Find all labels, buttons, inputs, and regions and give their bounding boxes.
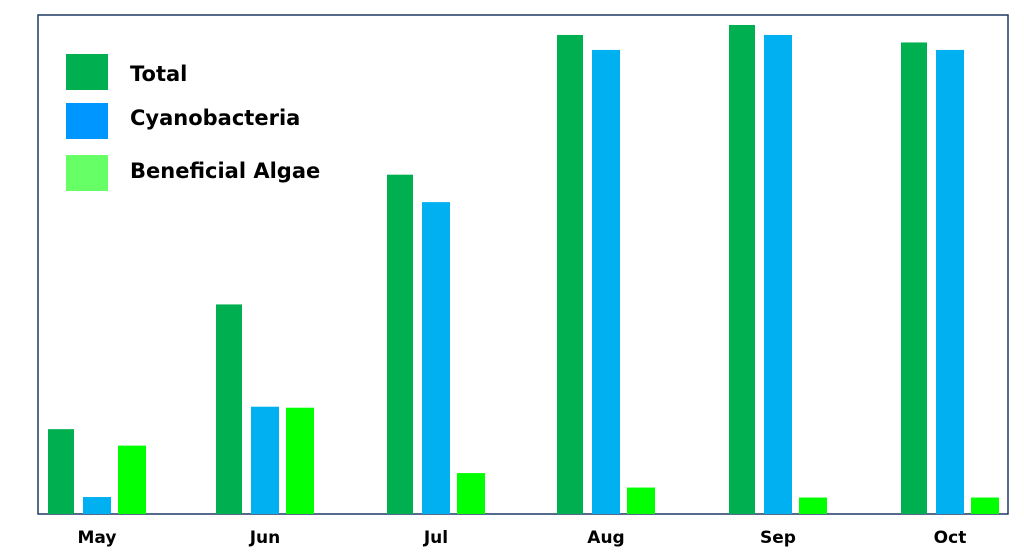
x-tick-label-jun: Jun — [249, 528, 281, 548]
bar-beneficial-algae-jun — [286, 407, 314, 514]
bar-beneficial-algae-oct — [971, 497, 999, 514]
bar-total-may — [48, 429, 74, 514]
bar-cyanobacteria-may — [83, 497, 111, 514]
legend-swatch-total — [66, 54, 108, 90]
x-tick-label-jul: Jul — [423, 528, 448, 548]
x-tick-label-may: May — [78, 528, 117, 548]
legend: Total Cyanobacteria Beneficial Algae — [66, 54, 320, 191]
legend-swatch-beneficial-algae — [66, 155, 108, 191]
legend-label-total: Total — [130, 62, 187, 86]
bar-total-jul — [387, 174, 413, 514]
bar-total-oct — [901, 42, 927, 514]
bar-cyanobacteria-oct — [936, 49, 964, 515]
bar-cyanobacteria-aug — [592, 49, 620, 515]
bar-beneficial-algae-jul — [457, 473, 485, 514]
x-tick-label-sep: Sep — [760, 528, 796, 548]
plot-frame — [37, 14, 1009, 515]
x-tick-label-aug: Aug — [587, 528, 624, 548]
bar-beneficial-algae-sep — [799, 497, 827, 514]
legend-swatch-cyanobacteria — [66, 103, 108, 139]
legend-label-beneficial-algae: Beneficial Algae — [130, 159, 320, 183]
legend-label-cyanobacteria: Cyanobacteria — [130, 106, 300, 130]
x-tick-labels: May Jun Jul Aug Sep Oct — [78, 528, 967, 548]
bar-beneficial-algae-aug — [627, 487, 655, 514]
bar-total-aug — [557, 34, 583, 515]
bar-total-jun — [216, 304, 242, 514]
bar-beneficial-algae-may — [118, 445, 146, 514]
bar-cyanobacteria-jul — [422, 202, 450, 514]
bars — [48, 24, 999, 515]
x-tick-label-oct: Oct — [934, 528, 967, 548]
bar-cyanobacteria-sep — [764, 34, 792, 515]
bar-cyanobacteria-jun — [251, 406, 279, 514]
bar-total-sep — [729, 24, 755, 514]
